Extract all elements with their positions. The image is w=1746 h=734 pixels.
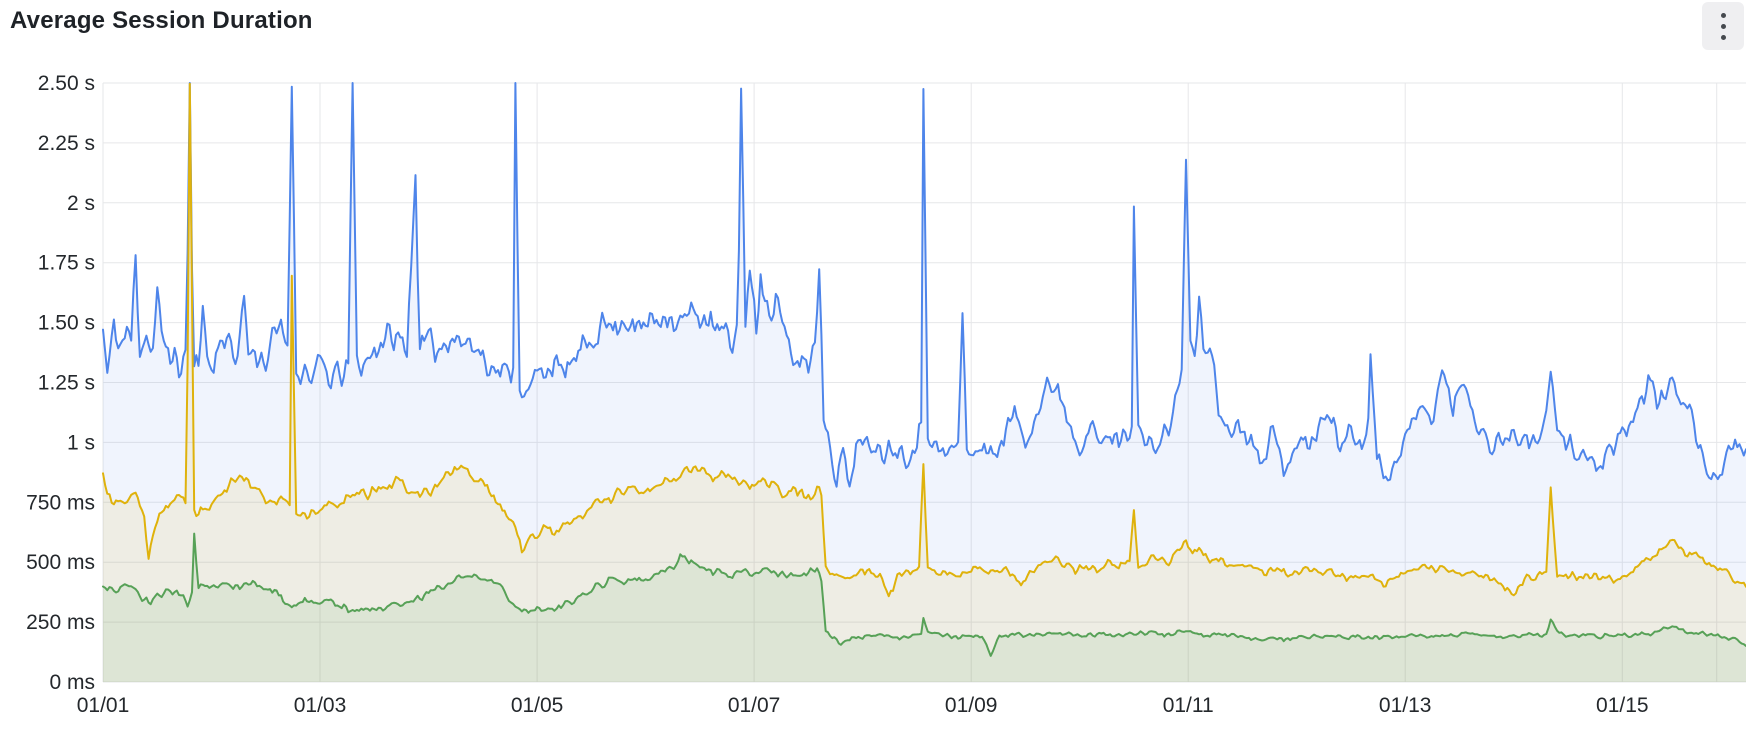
x-axis-tick-label: 01/03 bbox=[294, 694, 347, 717]
x-axis-tick-label: 01/07 bbox=[728, 694, 781, 717]
blue-series-area bbox=[103, 83, 1746, 682]
panel-header: Average Session Duration bbox=[0, 0, 1746, 52]
y-axis-tick-label: 2.50 s bbox=[38, 72, 95, 95]
x-axis-tick-label: 01/13 bbox=[1379, 694, 1432, 717]
gridlines bbox=[102, 82, 1746, 683]
axis-labels: 0 ms 250 ms 500 ms 750 ms 1 s 1.25 s 1.50 s 1.7… bbox=[26, 72, 1648, 717]
y-axis-tick-label: 500 ms bbox=[26, 551, 95, 574]
x-axis-tick-label: 01/05 bbox=[511, 694, 564, 717]
y-axis-tick-label: 2.25 s bbox=[38, 132, 95, 155]
y-axis-tick-label: 0 ms bbox=[49, 671, 95, 694]
y-axis-tick-label: 750 ms bbox=[26, 491, 95, 514]
green-series-line bbox=[102, 532, 1746, 657]
green-series-area bbox=[103, 533, 1746, 682]
blue-series-line bbox=[102, 82, 1746, 488]
x-axis-tick-label: 01/01 bbox=[77, 694, 130, 717]
kebab-menu-icon bbox=[1720, 23, 1726, 29]
kebab-menu-icon bbox=[1720, 34, 1726, 40]
y-axis-tick-label: 2 s bbox=[67, 192, 95, 215]
x-axis-tick-label: 01/11 bbox=[1163, 694, 1214, 717]
y-axis-tick-label: 250 ms bbox=[26, 611, 95, 634]
y-axis-tick-label: 1.25 s bbox=[38, 372, 95, 395]
yellow-series-line bbox=[102, 82, 1746, 598]
yellow-series-area bbox=[103, 83, 1746, 683]
panel-menu-button[interactable] bbox=[1702, 2, 1744, 50]
panel-title[interactable]: Average Session Duration bbox=[10, 7, 313, 34]
y-axis-tick-label: 1.75 s bbox=[38, 252, 95, 275]
y-axis-tick-label: 1.50 s bbox=[38, 312, 95, 335]
y-axis-tick-label: 1 s bbox=[67, 431, 95, 454]
kebab-menu-icon bbox=[1720, 12, 1726, 18]
x-axis-tick-label: 01/09 bbox=[945, 694, 998, 717]
x-axis-tick-label: 01/15 bbox=[1596, 694, 1649, 717]
